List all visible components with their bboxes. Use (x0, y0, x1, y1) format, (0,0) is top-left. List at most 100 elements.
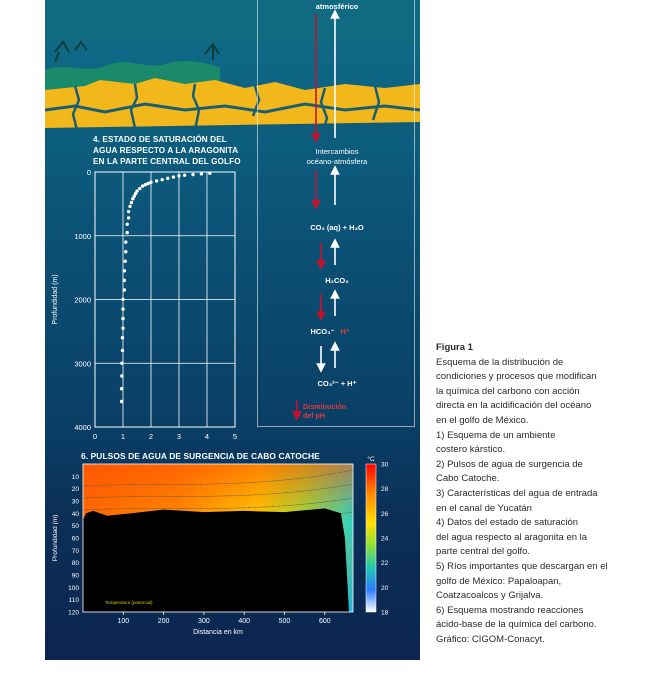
x-tick-label: 500 (279, 618, 291, 625)
reaction-arrows (292, 9, 340, 421)
data-point (121, 307, 125, 311)
y-axis-label: Profundidad (m) (52, 515, 59, 562)
small-note: Temperatura (potencial) (105, 600, 153, 605)
y-tick-label: 40 (72, 511, 80, 518)
caption-line: 6) Esquema mostrando reacciones (436, 604, 584, 616)
isotherm-line (82, 469, 354, 487)
caption-line: condiciones y procesos que modifican (436, 371, 597, 383)
data-point (133, 191, 138, 196)
x-tick-label: 600 (319, 618, 331, 625)
caption-line: golfo de México: Papaloapan, (436, 575, 562, 587)
colorbar-tick-label: 28 (381, 486, 389, 493)
reaction-step-hco3: HCO₃⁻ (310, 327, 335, 336)
caption-line: 5) Ríos importantes que descargan en el (436, 560, 608, 572)
data-point (131, 197, 135, 201)
data-point (121, 316, 125, 321)
x-tick-label: 2 (149, 432, 153, 441)
data-point (177, 174, 181, 178)
caption-line: del agua respecto al aragonita en la (436, 531, 588, 543)
data-point (123, 259, 127, 263)
y-tick-label: 100 (68, 585, 79, 592)
intercambio-label: Intercambios océano-atmósfera (287, 147, 387, 167)
caption-line: 3) Características del agua de entrada (436, 487, 598, 499)
data-point (121, 297, 125, 302)
panel-4-title-line-3: EN LA PARTE CENTRAL DEL GOLFO (93, 157, 241, 166)
colorbar-tick-label: 18 (381, 610, 389, 617)
y-tick-label: 20 (72, 486, 80, 493)
y-tick-label: 1000 (74, 232, 91, 241)
data-point (120, 361, 124, 365)
caption-line: la química del carbono con acción (436, 385, 580, 397)
data-point (122, 278, 127, 283)
intercambio-line-1: Intercambios (315, 147, 359, 156)
data-point (120, 336, 125, 340)
reaction-step-co3: CO₃²⁻ + H⁺ (317, 379, 357, 388)
data-point (160, 177, 164, 182)
x-tick-label: 400 (238, 618, 250, 625)
data-point (132, 194, 136, 198)
y-tick-label: 50 (72, 523, 80, 530)
colorbar-tick-label: 30 (381, 462, 389, 469)
data-point (126, 209, 131, 214)
reaction-step-hplus: H⁺ (340, 327, 350, 336)
data-point (171, 175, 176, 179)
ph-decrease-label: Disminución del pH (303, 402, 373, 420)
caption-line: Gráfico: CIGOM-Conacyt. (436, 633, 545, 645)
data-point (122, 269, 127, 273)
colorbar-unit: °C (367, 455, 375, 463)
data-point (146, 181, 150, 186)
data-point (126, 216, 131, 220)
y-tick-label: 30 (72, 499, 80, 506)
reaction-step-h2co3: H₂CO₃ (325, 276, 349, 285)
figure-caption: Figura 1 Esquema de la distribución de co… (436, 341, 636, 647)
ph-line-2: del pH (303, 411, 325, 420)
y-tick-label: 80 (72, 560, 80, 567)
caption-line: Cabo Catoche. (436, 473, 500, 485)
panel-4-title-line-2: AGUA RESPECTO A LA ARAGONITA (93, 146, 239, 155)
y-tick-label: 110 (69, 597, 80, 604)
ph-line-1: Disminución (303, 402, 347, 411)
panel-4-title-line-1: 4. ESTADO DE SATURACIÓN DEL (93, 135, 227, 144)
panel-6-title: 6. PULSOS DE AGUA DE SURGENCIA DE CABO C… (81, 451, 320, 461)
y-tick-label: 10 (72, 474, 80, 481)
colorbar-tick-label: 24 (381, 536, 389, 543)
data-point (199, 172, 204, 176)
data-point (120, 374, 124, 378)
isotherm-line (82, 497, 354, 511)
y-tick-label: 0 (87, 168, 91, 177)
caption-line: Esquema de la distribución de (436, 356, 564, 368)
data-point (208, 171, 212, 175)
caption-heading: Figura 1 (436, 342, 473, 353)
isotherm-line (82, 483, 354, 499)
colorbar (365, 463, 377, 613)
caption-line: Coatzacoalcos y Grijalva. (436, 590, 544, 602)
data-point (135, 189, 139, 193)
x-tick-label: 200 (158, 618, 170, 625)
x-tick-label: 300 (198, 618, 210, 625)
y-tick-label: 2000 (74, 296, 91, 305)
data-point (182, 173, 187, 177)
caption-line: en el golfo de México. (436, 414, 529, 426)
temperature-section-chart: Temperatura (potencial) 10 20 30 40 50 60 70 80 9… (52, 455, 389, 636)
x-tick-label: 3 (177, 432, 181, 441)
colorbar-tick-label: 22 (381, 560, 389, 567)
data-point (119, 387, 124, 391)
caption-line: parte central del golfo. (436, 546, 531, 558)
reaction-step-co2aq: CO₂ (aq) + H₂O (310, 223, 364, 232)
saturation-scatter-chart: 0 1 2 3 4 5 0 1000 2000 3000 4000 Profundidad (m) (52, 168, 237, 441)
data-point (124, 249, 128, 254)
data-point (154, 179, 159, 183)
caption-line: directa en la acidificación del océano (436, 400, 592, 412)
data-point (166, 176, 170, 181)
x-tick-label: 4 (205, 432, 209, 441)
intercambio-line-2: océano-atmósfera (306, 157, 368, 166)
colorbar-tick-label: 20 (381, 585, 389, 592)
section-frame (82, 463, 354, 613)
black-masked-region (83, 508, 349, 612)
data-point (191, 172, 195, 177)
caption-line: ácido-base de la química del carbono. (436, 619, 597, 631)
data-point (138, 186, 142, 191)
caption-line: costero kárstico. (436, 444, 506, 456)
atmosferico-label: atmosférico (315, 2, 359, 11)
data-point (120, 348, 125, 353)
